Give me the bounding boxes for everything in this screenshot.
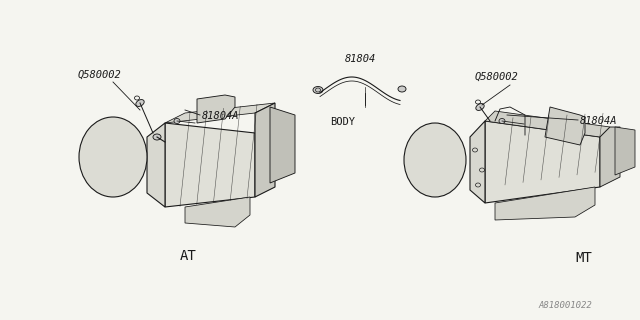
Polygon shape <box>185 197 250 227</box>
Polygon shape <box>495 187 595 220</box>
Ellipse shape <box>153 134 161 140</box>
Polygon shape <box>615 127 635 175</box>
Ellipse shape <box>413 133 457 187</box>
Text: 81804: 81804 <box>345 54 376 64</box>
Text: Q580002: Q580002 <box>78 70 122 80</box>
Polygon shape <box>270 107 295 183</box>
Polygon shape <box>147 123 165 207</box>
Text: BODY: BODY <box>330 117 355 127</box>
Text: MT: MT <box>575 251 592 265</box>
Polygon shape <box>600 127 620 187</box>
Ellipse shape <box>174 118 180 124</box>
Ellipse shape <box>136 100 144 107</box>
Polygon shape <box>165 103 275 123</box>
Ellipse shape <box>313 86 323 93</box>
Ellipse shape <box>499 118 505 124</box>
Polygon shape <box>197 95 235 123</box>
Ellipse shape <box>431 156 438 164</box>
Polygon shape <box>255 103 275 197</box>
Ellipse shape <box>398 86 406 92</box>
Text: A818001022: A818001022 <box>538 301 592 310</box>
Ellipse shape <box>95 135 131 179</box>
Text: AT: AT <box>180 249 196 263</box>
Ellipse shape <box>105 147 121 167</box>
Polygon shape <box>165 123 255 207</box>
Polygon shape <box>485 121 600 203</box>
Polygon shape <box>485 111 610 137</box>
Ellipse shape <box>404 123 466 197</box>
Polygon shape <box>470 121 485 203</box>
Ellipse shape <box>476 104 484 110</box>
Polygon shape <box>545 107 585 145</box>
Ellipse shape <box>110 153 116 161</box>
Text: 81804A: 81804A <box>202 111 239 121</box>
Text: Q580002: Q580002 <box>475 72 519 82</box>
Text: 81804A: 81804A <box>580 116 618 126</box>
Ellipse shape <box>79 117 147 197</box>
Ellipse shape <box>87 126 139 188</box>
Ellipse shape <box>426 149 444 171</box>
